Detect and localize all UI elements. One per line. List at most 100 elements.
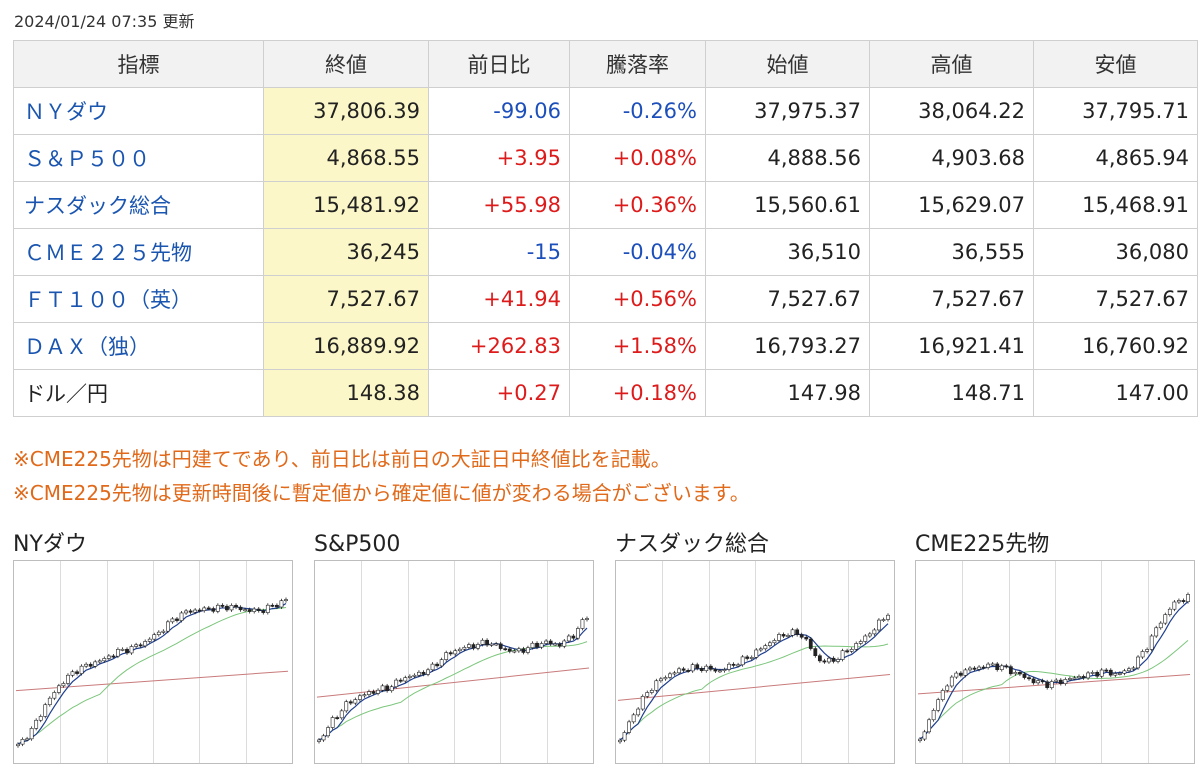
candle-body xyxy=(407,675,412,678)
candle-body xyxy=(1013,672,1018,675)
candle-body xyxy=(981,666,986,669)
candle-body xyxy=(275,604,279,608)
candle-body xyxy=(1054,679,1059,682)
index-link-nasdaq[interactable]: ナスダック総合 xyxy=(13,181,264,229)
candle-body xyxy=(357,695,362,700)
candle-body xyxy=(799,634,804,638)
candle-body xyxy=(1058,679,1063,684)
candle-body xyxy=(179,612,184,621)
candle-body xyxy=(348,701,353,704)
candle-body xyxy=(206,607,211,610)
change-value: +0.27 xyxy=(428,369,570,417)
candle-body xyxy=(47,697,52,706)
candle-body xyxy=(439,659,444,667)
candle-body xyxy=(394,679,399,688)
candle-body xyxy=(1104,669,1109,672)
candle-body xyxy=(562,640,567,647)
moving-average-mid xyxy=(17,607,287,745)
candle-body xyxy=(1086,672,1090,679)
candle-body xyxy=(111,655,116,658)
close-value: 16,889.92 xyxy=(263,322,429,370)
chart-title: S&P500 xyxy=(314,532,401,557)
candle-body xyxy=(88,663,93,667)
candle-body xyxy=(1022,673,1027,678)
candle-body xyxy=(38,716,43,721)
candlestick-chart[interactable] xyxy=(615,560,895,764)
index-label-usdjpy: ドル／円 xyxy=(13,369,264,417)
candle-body xyxy=(265,604,270,613)
candlestick-chart[interactable] xyxy=(13,560,293,764)
candle-body xyxy=(412,674,417,677)
market-index-table: 指標 終値 前日比 騰落率 始値 高値 安値 ＮＹダウ 37,806.39 -9… xyxy=(13,40,1198,417)
candle-body xyxy=(754,649,759,658)
candle-body xyxy=(376,689,380,694)
candle-body xyxy=(968,667,972,671)
candle-body xyxy=(457,648,462,652)
candle-body xyxy=(138,644,143,647)
candle-body xyxy=(335,717,340,720)
candle-body xyxy=(79,665,84,674)
candle-body xyxy=(727,663,731,670)
moving-average-mid xyxy=(318,641,588,741)
change-value: -15 xyxy=(428,228,570,276)
table-row: Ｓ＆Ｐ５００ 4,868.55 +3.95 +0.08% 4,888.56 4,… xyxy=(13,134,1198,182)
candle-body xyxy=(1177,600,1181,603)
candle-body xyxy=(772,640,777,644)
candle-body xyxy=(777,634,781,641)
chart-panel-cme225[interactable]: CME225先物 xyxy=(915,530,1195,764)
candle-body xyxy=(66,674,70,684)
candle-body xyxy=(1167,608,1172,615)
candle-body xyxy=(344,701,349,712)
candle-body xyxy=(1163,614,1168,624)
candle-body xyxy=(70,671,75,676)
candle-body xyxy=(234,605,238,608)
index-link-ny-dow[interactable]: ＮＹダウ xyxy=(13,87,264,135)
candle-body xyxy=(790,629,795,636)
close-value: 36,245 xyxy=(263,228,429,276)
low-value: 36,080 xyxy=(1033,228,1198,276)
candle-body xyxy=(52,692,57,699)
open-value: 4,888.56 xyxy=(705,134,870,182)
index-link-sp500[interactable]: Ｓ＆Ｐ５００ xyxy=(13,134,264,182)
candlestick-chart[interactable] xyxy=(915,560,1195,764)
chart-panel-nasdaq[interactable]: ナスダック総合 xyxy=(615,530,895,764)
open-value: 37,975.37 xyxy=(705,87,870,135)
candle-body xyxy=(808,638,813,649)
chart-panel-ny-dow[interactable]: NYダウ xyxy=(13,530,293,764)
open-value: 147.98 xyxy=(705,369,870,417)
candle-body xyxy=(252,608,257,612)
index-link-ft100[interactable]: ＦＴ１００（英） xyxy=(13,275,264,323)
candle-body xyxy=(61,683,66,687)
candle-body xyxy=(1004,665,1009,668)
chart-panel-sp500[interactable]: S&P500 xyxy=(314,530,594,764)
candle-body xyxy=(184,610,188,614)
candle-body xyxy=(193,609,198,613)
candle-body xyxy=(426,669,430,675)
candle-body xyxy=(553,643,558,646)
index-link-dax[interactable]: ＤＡＸ（独） xyxy=(13,322,264,370)
candlestick-chart[interactable] xyxy=(314,560,594,764)
candle-body xyxy=(485,639,489,646)
candle-body xyxy=(999,665,1004,670)
change-value: +262.83 xyxy=(428,322,570,370)
candle-body xyxy=(256,608,261,612)
candle-body xyxy=(758,648,763,651)
candle-body xyxy=(1136,656,1140,669)
index-link-cme225[interactable]: ＣＭＥ２２５先物 xyxy=(13,228,264,276)
candle-body xyxy=(854,643,859,650)
chart-title: ナスダック総合 xyxy=(615,532,770,557)
candle-body xyxy=(958,672,963,676)
candle-body xyxy=(498,643,503,649)
candle-body xyxy=(1127,668,1131,672)
high-value: 16,921.41 xyxy=(869,322,1034,370)
candle-body xyxy=(649,689,654,693)
candle-body xyxy=(507,648,512,652)
candle-body xyxy=(471,644,476,649)
candle-body xyxy=(986,663,991,668)
candle-body xyxy=(417,671,421,676)
candle-body xyxy=(718,670,722,673)
moving-average-mid xyxy=(619,643,889,741)
open-value: 16,793.27 xyxy=(705,322,870,370)
candle-body xyxy=(931,710,936,721)
moving-average-long xyxy=(617,673,891,701)
